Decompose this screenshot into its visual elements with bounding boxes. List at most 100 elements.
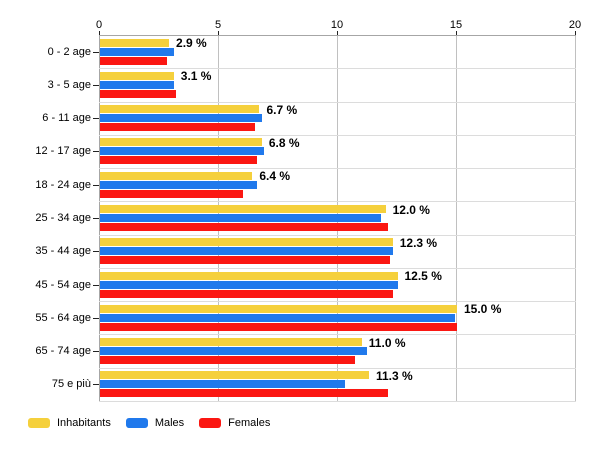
x-axis-tick-label: 20 (568, 19, 582, 31)
bar-value-label: 12.5 % (404, 269, 442, 284)
category-label: 75 e più (51, 378, 91, 391)
category-label: 0 - 2 age (47, 45, 91, 58)
category-label: 6 - 11 age (42, 112, 91, 125)
bar-males (100, 180, 258, 189)
bar-females (100, 256, 391, 265)
x-axis-tick-label: 10 (330, 19, 344, 31)
bar-females (100, 289, 393, 298)
legend-item-females: Females (199, 417, 270, 429)
category-tick (93, 251, 99, 253)
bar-females (100, 89, 177, 98)
vertical-gridline (456, 35, 457, 401)
bar-inhabitants (100, 304, 457, 313)
bar-inhabitants (100, 338, 362, 347)
bar-value-label: 6.8 % (268, 135, 300, 150)
row-separator (99, 201, 576, 203)
bar-females (100, 156, 258, 165)
bar-males (100, 313, 455, 322)
row-separator (99, 334, 576, 336)
bar-males (100, 214, 381, 222)
row-separator (99, 68, 576, 70)
bar-value-label: 12.0 % (392, 202, 430, 217)
bar-males (100, 114, 262, 123)
axis-tick (575, 31, 576, 36)
row-separator (99, 301, 576, 303)
bar-value-label: 6.7 % (266, 102, 298, 117)
bar-value-label: 2.9 % (176, 36, 207, 51)
bar-males (100, 247, 393, 256)
bar-males (100, 80, 174, 89)
row-separator (99, 168, 576, 170)
bar-inhabitants (100, 238, 393, 247)
category-tick (93, 151, 99, 153)
bar-females (100, 356, 355, 365)
row-separator (99, 367, 576, 369)
category-tick (93, 118, 99, 120)
bar-inhabitants (100, 271, 398, 280)
legend-label: Inhabitants (57, 417, 111, 429)
legend: Inhabitants Males Females (28, 417, 285, 429)
row-separator (99, 101, 576, 103)
bar-inhabitants (100, 138, 262, 147)
bar-value-label: 11.0 % (368, 335, 406, 350)
bar-inhabitants (100, 205, 386, 213)
vertical-gridline (575, 35, 576, 401)
legend-label: Males (154, 417, 185, 429)
legend-item-males: Males (125, 417, 185, 429)
row-separator (99, 401, 576, 402)
bar-females (100, 322, 457, 331)
row-separator (99, 234, 576, 236)
category-tick (93, 317, 99, 319)
category-tick (93, 218, 99, 219)
category-tick (93, 84, 99, 86)
x-axis-line (99, 35, 576, 36)
bar-females (100, 389, 388, 398)
bar-inhabitants (100, 105, 260, 114)
bar-males (100, 347, 367, 356)
axis-tick (456, 31, 457, 36)
bar-females (100, 56, 167, 65)
bar-females (100, 189, 243, 198)
row-separator (99, 267, 576, 269)
x-axis-tick-label: 15 (449, 19, 463, 31)
category-label: 65 - 74 age (35, 345, 91, 358)
category-tick (93, 384, 99, 386)
y-axis-line (99, 35, 100, 401)
bar-value-label: 6.4 % (259, 169, 290, 184)
category-label: 45 - 54 age (35, 278, 91, 291)
x-axis-tick-label: 0 (95, 19, 103, 31)
bar-value-label: 11.3 % (375, 368, 413, 383)
bar-value-label: 15.0 % (464, 302, 502, 317)
axis-tick (99, 31, 100, 36)
bar-inhabitants (100, 371, 369, 380)
category-tick (93, 184, 99, 186)
bar-value-label: 3.1 % (180, 69, 212, 84)
category-label: 55 - 64 age (35, 311, 91, 324)
bar-males (100, 280, 398, 289)
bar-inhabitants (100, 71, 174, 80)
bar-males (100, 380, 346, 389)
bar-males (100, 147, 265, 156)
legend-swatch-females (199, 418, 222, 428)
legend-swatch-inhabitants (28, 418, 50, 428)
row-separator (99, 134, 576, 136)
bar-inhabitants (100, 171, 253, 180)
bar-females (100, 223, 388, 231)
legend-item-inhabitants: Inhabitants (28, 417, 111, 429)
legend-label: Females (228, 417, 271, 429)
axis-tick (337, 31, 338, 36)
category-tick (93, 351, 99, 353)
category-label: 25 - 34 age (35, 211, 91, 224)
x-axis-tick-label: 5 (214, 19, 222, 31)
axis-tick (218, 31, 219, 36)
category-label: 18 - 24 age (35, 178, 91, 191)
category-label: 35 - 44 age (35, 245, 91, 258)
bar-value-label: 12.3 % (399, 235, 438, 250)
bar-females (100, 123, 255, 132)
bar-males (100, 47, 174, 56)
category-tick (93, 51, 99, 53)
category-label: 12 - 17 age (35, 145, 91, 158)
legend-swatch-males (125, 418, 148, 428)
category-tick (93, 284, 99, 286)
